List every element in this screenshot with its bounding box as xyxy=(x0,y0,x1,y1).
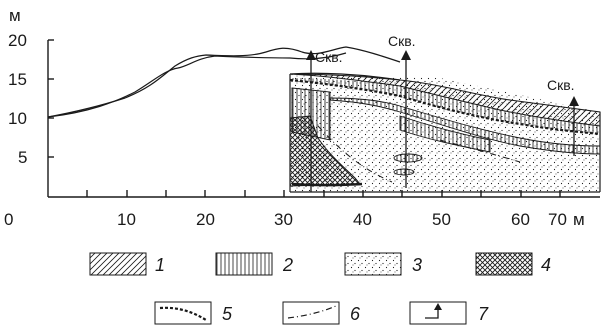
legend-item-1: 1 xyxy=(89,252,165,276)
legend: 1 2 3 4 5 6 7 xyxy=(89,252,551,325)
x-tick-20: 20 xyxy=(196,210,215,229)
y-tick-5: 5 xyxy=(18,148,27,167)
legend-item-5: 5 xyxy=(154,301,233,325)
layer-4-crosshatch xyxy=(289,115,362,187)
well-1: Скв. xyxy=(306,49,343,192)
well-2-label: Скв. xyxy=(388,33,416,49)
legend-item-4: 4 xyxy=(475,252,551,276)
y-tick-15: 15 xyxy=(8,70,27,89)
x-axis-unit: м xyxy=(573,210,585,229)
legend-item-7: 7 xyxy=(409,301,489,325)
x-tick-0: 0 xyxy=(4,210,13,229)
legend-num-5: 5 xyxy=(222,304,233,324)
surface-profile xyxy=(47,46,401,118)
legend-item-6: 6 xyxy=(282,301,361,325)
legend-item-3: 3 xyxy=(344,252,422,276)
x-tick-30: 30 xyxy=(274,210,293,229)
well-2: Скв. xyxy=(388,33,416,188)
legend-num-2: 2 xyxy=(282,255,293,275)
y-tick-20: 20 xyxy=(8,31,27,50)
well-3: Скв. xyxy=(547,77,579,156)
x-tick-70: 70 xyxy=(548,210,567,229)
toothed-boundary xyxy=(289,78,601,136)
legend-num-6: 6 xyxy=(350,304,361,324)
x-axis: 0 10 20 30 40 50 60 70 м xyxy=(4,190,600,229)
y-axis: м 20 15 10 5 xyxy=(8,6,54,197)
legend-num-1: 1 xyxy=(155,255,165,275)
y-axis-unit: м xyxy=(9,6,21,25)
x-tick-60: 60 xyxy=(511,210,530,229)
section-body xyxy=(289,72,601,193)
legend-num-4: 4 xyxy=(541,255,551,275)
well-1-label: Скв. xyxy=(315,49,343,65)
legend-num-7: 7 xyxy=(478,304,489,324)
x-tick-10: 10 xyxy=(117,210,136,229)
legend-num-3: 3 xyxy=(412,255,422,275)
well-3-label: Скв. xyxy=(547,77,575,93)
legend-item-2: 2 xyxy=(215,252,293,276)
layer-2-vertical xyxy=(290,78,600,134)
y-tick-10: 10 xyxy=(8,109,27,128)
x-tick-50: 50 xyxy=(432,210,451,229)
x-tick-40: 40 xyxy=(353,210,372,229)
